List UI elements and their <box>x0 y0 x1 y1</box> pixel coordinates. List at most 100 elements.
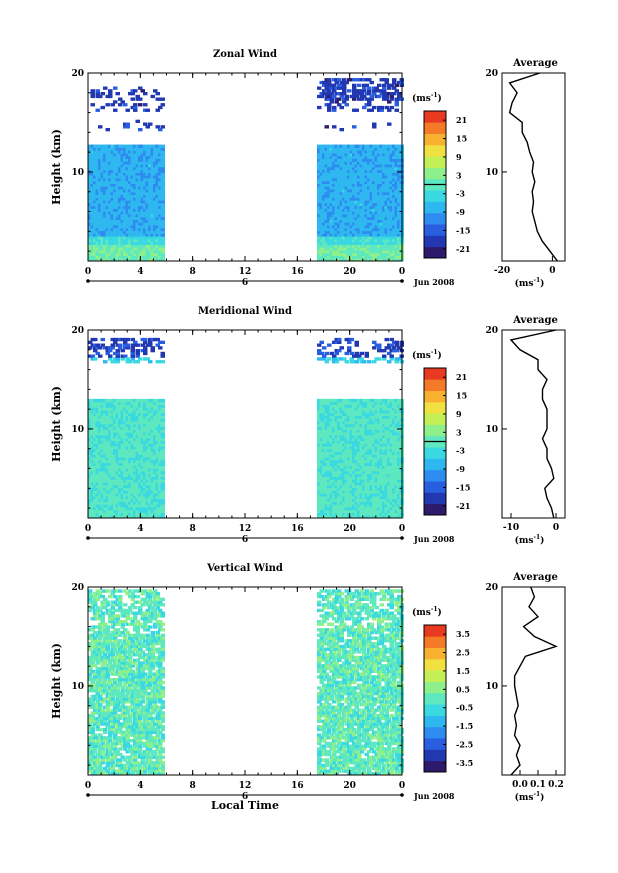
heatmap-cell <box>143 401 148 405</box>
heatmap-cell <box>113 100 118 104</box>
heatmap-cell <box>317 172 322 176</box>
heatmap-cell <box>110 421 115 425</box>
heatmap-cell <box>362 78 367 82</box>
heatmap-cell <box>90 437 95 441</box>
heatmap-cell <box>128 233 133 237</box>
heatmap-cell <box>90 183 95 187</box>
heatmap-cell <box>329 468 334 472</box>
heatmap-cell <box>327 177 332 182</box>
heatmap-cell <box>389 216 394 220</box>
heatmap-cell <box>130 451 135 455</box>
heatmap-cell <box>359 161 364 165</box>
heatmap-cell <box>347 78 352 82</box>
heatmap-cell <box>113 470 118 475</box>
heatmap-cell <box>334 172 339 176</box>
heatmap-cell <box>327 158 332 162</box>
heatmap-cell <box>342 432 347 436</box>
heatmap-cell <box>372 175 377 179</box>
heatmap-cell <box>369 258 374 262</box>
heatmap-cell <box>339 493 344 497</box>
heatmap-cell <box>367 177 372 182</box>
heatmap-cell <box>155 412 160 416</box>
heatmap-cell <box>118 440 123 444</box>
heatmap-cell <box>100 258 105 262</box>
heatmap-cell <box>130 197 135 201</box>
heatmap-cell <box>379 238 384 243</box>
heatmap-cell <box>110 401 115 405</box>
x-tick-label: 12 <box>239 267 252 277</box>
heatmap-cell <box>125 189 130 193</box>
heatmap-cell <box>145 429 150 433</box>
heatmap-cell <box>384 219 389 223</box>
heatmap-cell <box>143 202 148 207</box>
heatmap-cell <box>108 189 113 193</box>
heatmap-cell <box>349 227 354 232</box>
heatmap-cell <box>103 177 108 182</box>
heatmap-cell <box>155 432 160 436</box>
heatmap-cell <box>155 421 160 425</box>
heatmap-cell <box>123 490 128 494</box>
heatmap-cell <box>377 211 382 215</box>
heatmap-cell <box>337 180 342 184</box>
heatmap-cell <box>364 247 369 251</box>
heatmap-cell <box>120 177 125 182</box>
heatmap-cell <box>374 241 379 245</box>
heatmap-cell <box>95 238 100 243</box>
heatmap-cell <box>324 213 329 218</box>
heatmap-cell <box>155 211 160 215</box>
heatmap-cell <box>322 493 327 497</box>
heatmap-cell <box>337 161 342 165</box>
heatmap-cell <box>158 459 163 464</box>
heatmap-cell <box>354 200 359 204</box>
heatmap-cell <box>135 451 140 455</box>
heatmap-cell <box>115 213 120 218</box>
heatmap-cell <box>118 421 123 425</box>
heatmap-cell <box>123 213 128 218</box>
heatmap-cell <box>118 155 123 159</box>
heatmap-cell <box>130 230 135 234</box>
heatmap-cell <box>334 241 339 245</box>
heatmap-cell <box>322 401 327 405</box>
heatmap-cell <box>382 236 387 240</box>
heatmap-cell <box>145 177 150 182</box>
heatmap-cell <box>90 255 95 259</box>
heatmap-cell <box>143 479 148 483</box>
heatmap-cell <box>130 161 135 165</box>
heatmap-cell <box>397 158 402 162</box>
heatmap-cell <box>98 404 103 408</box>
heatmap-cell <box>155 197 160 201</box>
heatmap-cell <box>145 457 150 461</box>
heatmap-cell <box>389 247 394 251</box>
heatmap-cell <box>359 222 364 226</box>
heatmap-cell <box>344 241 349 245</box>
heatmap-cell <box>103 448 108 452</box>
heatmap-cell <box>88 418 93 422</box>
heatmap-cell <box>377 94 382 99</box>
heatmap-cell <box>110 150 115 154</box>
heatmap-cell <box>334 161 339 165</box>
heatmap-cell <box>352 219 357 223</box>
heatmap-cell <box>158 506 163 511</box>
heatmap-cell <box>337 252 342 256</box>
heatmap-cell <box>349 180 354 184</box>
heatmap-cell <box>93 484 98 489</box>
heatmap-cell <box>90 175 95 179</box>
heatmap-cell <box>120 337 125 342</box>
heatmap-cell <box>145 213 150 218</box>
heatmap-cell <box>113 465 118 469</box>
heatmap-cell <box>317 238 322 243</box>
heatmap-cell <box>392 208 397 212</box>
heatmap-cell <box>329 504 334 508</box>
heatmap-cell <box>364 183 369 187</box>
heatmap-cell <box>354 202 359 207</box>
heatmap-cell <box>155 150 160 154</box>
heatmap-cell <box>160 473 165 477</box>
heatmap-cell <box>155 194 160 198</box>
heatmap-cell <box>349 147 354 151</box>
heatmap-cell <box>322 398 327 403</box>
heatmap-cell <box>357 92 362 96</box>
heatmap-cell <box>133 498 138 502</box>
heatmap-cell <box>377 189 382 193</box>
heatmap-cell <box>105 208 110 212</box>
heatmap-cell <box>125 150 130 154</box>
